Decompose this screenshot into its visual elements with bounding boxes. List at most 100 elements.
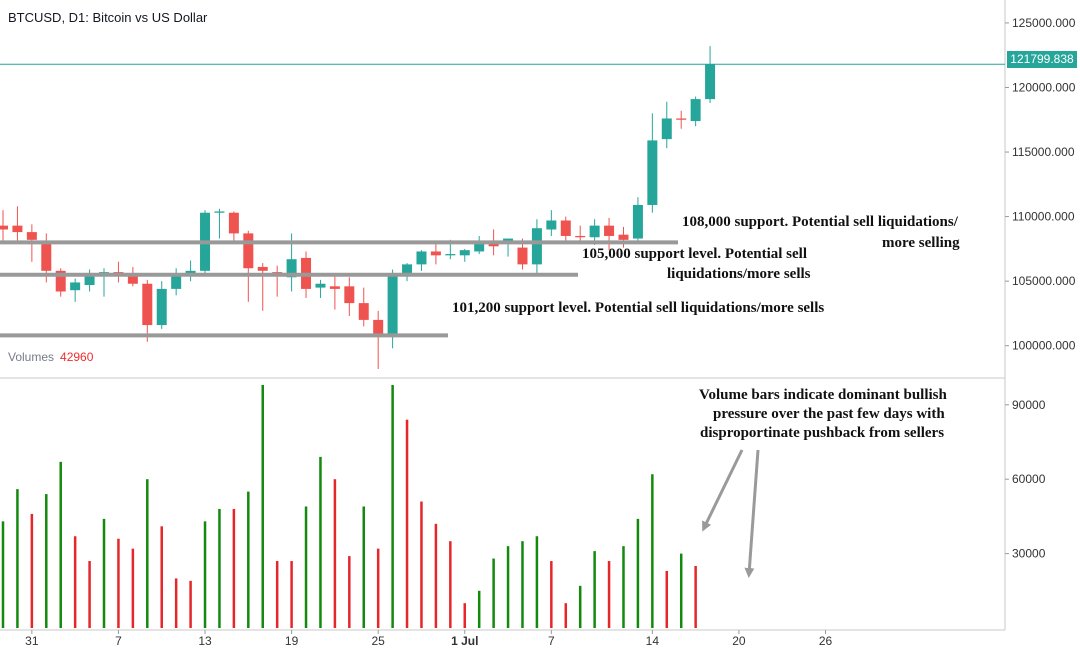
candle-body — [474, 241, 485, 252]
time-tick-label: 13 — [198, 634, 212, 648]
volume-bar — [405, 419, 409, 628]
candle-body — [358, 303, 369, 320]
volume-bar — [16, 489, 19, 628]
candle-body — [70, 282, 81, 291]
candle-body — [416, 251, 427, 265]
time-axis[interactable]: 31 7 13 19 25 1 Jul 7 14 20 26 — [25, 630, 833, 648]
candle-body — [589, 225, 600, 238]
candle — [531, 219, 542, 276]
volume-tick-label: 90000 — [1012, 398, 1046, 412]
candle — [430, 241, 441, 265]
candle-body — [618, 234, 629, 240]
volume-bar — [189, 580, 192, 628]
candle — [661, 101, 672, 149]
volume-bar — [636, 518, 640, 628]
volume-bar — [203, 521, 207, 628]
volume-bar — [694, 566, 697, 628]
time-tick-label: 19 — [285, 634, 299, 648]
arrow-to-red-volume — [744, 449, 760, 578]
candle — [632, 197, 643, 243]
price-tick-label: 115000.000 — [1012, 145, 1075, 159]
volume-bar — [449, 541, 452, 628]
volume-note-line1: Volume bars indicate dominant bullish — [699, 387, 947, 403]
candle-body — [156, 288, 167, 326]
candle — [315, 279, 326, 298]
volume-bar — [420, 501, 423, 628]
volume-note-line2: pressure over the past few days with — [713, 406, 945, 422]
candle-body — [12, 225, 23, 233]
volume-label: Volumes — [8, 350, 55, 364]
time-tick-label: 26 — [819, 634, 833, 648]
last-price-tag: 121799.838 — [1007, 51, 1077, 68]
volume-bar — [477, 590, 481, 628]
candle-body — [228, 212, 239, 234]
volume-bar — [117, 538, 120, 628]
candle — [402, 263, 413, 282]
candle-body — [243, 233, 254, 269]
time-tick-label: 31 — [25, 634, 39, 648]
volume-bar — [102, 518, 106, 628]
arrow-to-green-volume — [702, 449, 744, 532]
time-tick-label: 25 — [372, 634, 386, 648]
candle-body — [546, 220, 557, 230]
volume-bar — [376, 548, 380, 628]
price-tick-label: 110000.000 — [1012, 210, 1075, 224]
candle-body — [0, 225, 8, 230]
support-lines — [0, 240, 678, 338]
price-tick-label: 100000.000 — [1012, 339, 1076, 353]
volume-bar — [275, 561, 279, 628]
volume-bar — [391, 384, 394, 628]
candle-body — [387, 275, 398, 335]
candle — [329, 273, 340, 310]
time-tick-label: 1 Jul — [451, 634, 478, 648]
price-axis[interactable]: 125000.000 120000.000 115000.000 110000.000… — [1005, 16, 1076, 353]
candle-body — [26, 232, 37, 240]
volume-bar — [521, 541, 524, 628]
candle — [647, 113, 658, 213]
time-tick-label: 20 — [732, 634, 746, 648]
volume-bar — [247, 491, 250, 628]
volume-bar — [665, 570, 669, 628]
volume-bar — [131, 548, 135, 628]
volume-bar — [261, 384, 264, 628]
candle-body — [127, 273, 138, 284]
candle-body — [373, 319, 384, 335]
volume-bar — [506, 546, 510, 628]
volume-bar — [578, 585, 582, 628]
candle-body — [459, 250, 470, 256]
volume-bar — [333, 479, 337, 628]
price-tick-label: 125000.000 — [1012, 16, 1076, 30]
candle — [690, 96, 701, 127]
candle — [12, 206, 23, 242]
volume-bar — [146, 479, 149, 628]
volume-value: 42960 — [60, 350, 94, 364]
candle — [344, 277, 355, 317]
candle-body — [315, 283, 326, 288]
chart-title[interactable]: BTCUSD, D1: Bitcoin vs US Dollar — [8, 10, 208, 25]
candle — [604, 217, 615, 251]
volume-bar — [593, 551, 596, 628]
volume-bar — [59, 461, 62, 628]
volume-bars — [1, 384, 697, 628]
candle — [142, 279, 153, 342]
volume-bar — [550, 561, 553, 628]
candle — [228, 211, 239, 244]
volume-bar — [607, 561, 611, 628]
candle-body — [142, 283, 153, 326]
candle-body — [257, 266, 268, 271]
candle-body — [402, 264, 413, 275]
candle-body — [575, 235, 586, 238]
volume-bar — [304, 506, 308, 628]
volume-bar — [45, 494, 48, 628]
volume-bar — [232, 508, 236, 628]
volume-indicator-label[interactable]: Volumes 42960 — [8, 350, 93, 364]
support-105-note-line2: liquidations/more sells — [667, 266, 811, 282]
volume-bar — [463, 603, 467, 628]
candle — [459, 248, 470, 262]
candle — [214, 208, 225, 239]
time-tick-label: 7 — [115, 634, 122, 648]
volume-bar — [492, 558, 495, 628]
support-105-note-line1: 105,000 support level. Potential sell — [582, 246, 807, 262]
candle-body — [430, 251, 441, 256]
